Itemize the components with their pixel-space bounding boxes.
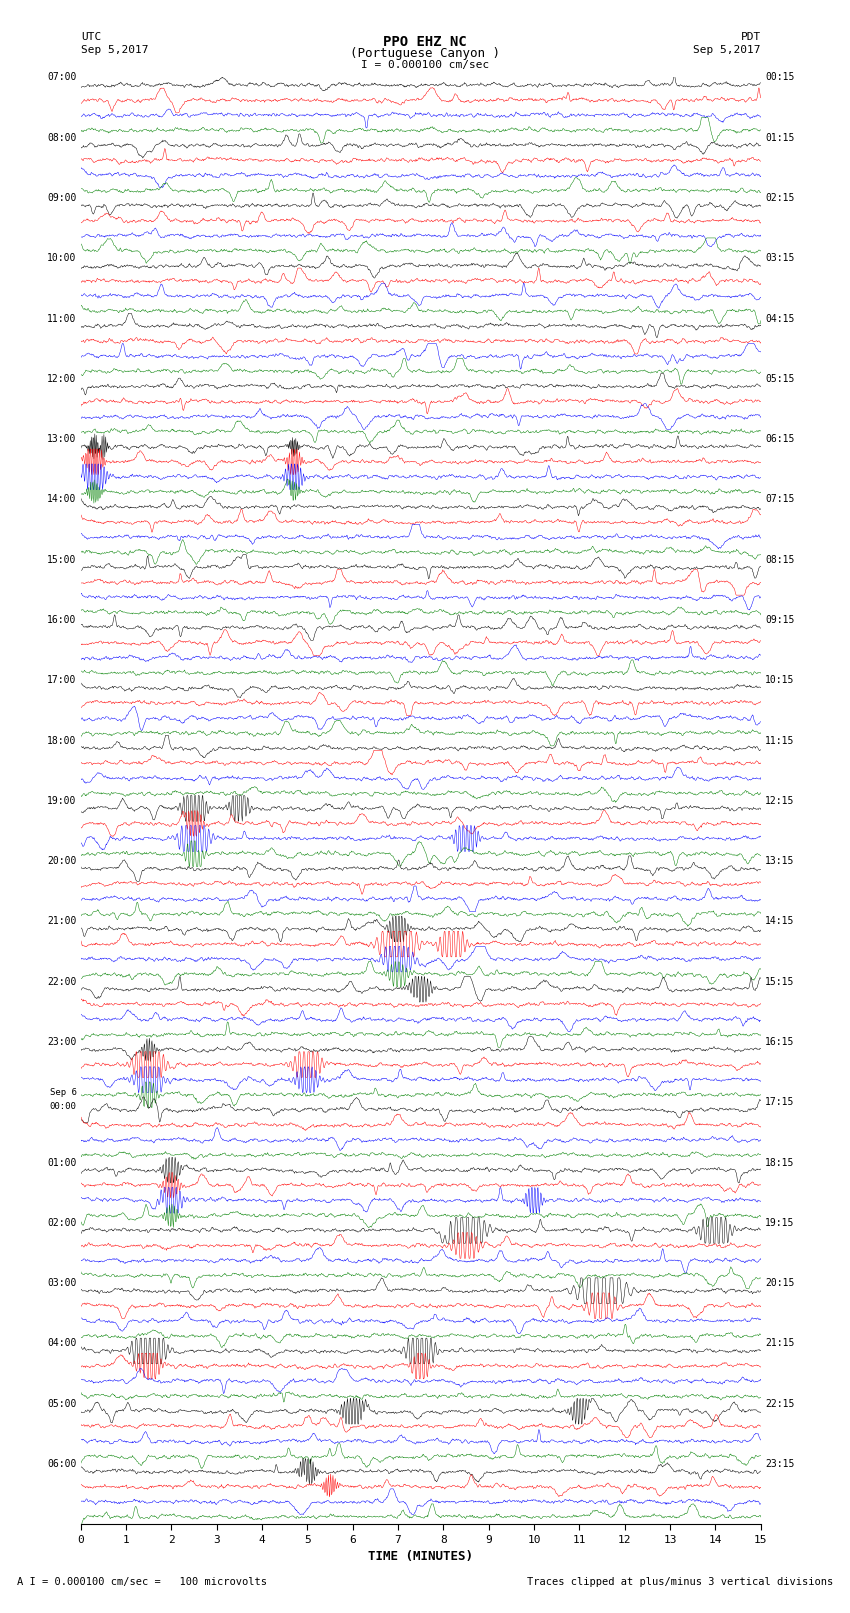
Text: 12:00: 12:00 <box>47 374 76 384</box>
Text: 22:00: 22:00 <box>47 977 76 987</box>
Text: 11:15: 11:15 <box>765 736 795 745</box>
Text: Sep 6: Sep 6 <box>49 1089 76 1097</box>
Text: 06:00: 06:00 <box>47 1460 76 1469</box>
Text: 04:15: 04:15 <box>765 313 795 324</box>
Text: Traces clipped at plus/minus 3 vertical divisions: Traces clipped at plus/minus 3 vertical … <box>527 1578 833 1587</box>
Text: 02:00: 02:00 <box>47 1218 76 1227</box>
Text: 17:15: 17:15 <box>765 1097 795 1107</box>
Text: 01:00: 01:00 <box>47 1158 76 1168</box>
Text: 07:00: 07:00 <box>47 73 76 82</box>
Text: 18:15: 18:15 <box>765 1158 795 1168</box>
Text: 05:00: 05:00 <box>47 1398 76 1408</box>
Text: 19:15: 19:15 <box>765 1218 795 1227</box>
Text: 01:15: 01:15 <box>765 132 795 142</box>
Text: 10:00: 10:00 <box>47 253 76 263</box>
Text: 08:15: 08:15 <box>765 555 795 565</box>
Text: PPO EHZ NC: PPO EHZ NC <box>383 35 467 50</box>
Text: 14:15: 14:15 <box>765 916 795 926</box>
Text: (Portuguese Canyon ): (Portuguese Canyon ) <box>350 47 500 60</box>
Text: 12:15: 12:15 <box>765 795 795 806</box>
Text: 16:15: 16:15 <box>765 1037 795 1047</box>
Text: 20:15: 20:15 <box>765 1277 795 1289</box>
Text: UTC: UTC <box>81 32 101 42</box>
Text: Sep 5,2017: Sep 5,2017 <box>694 45 761 55</box>
Text: 20:00: 20:00 <box>47 857 76 866</box>
Text: A I = 0.000100 cm/sec =   100 microvolts: A I = 0.000100 cm/sec = 100 microvolts <box>17 1578 267 1587</box>
Text: 00:15: 00:15 <box>765 73 795 82</box>
Text: 15:15: 15:15 <box>765 977 795 987</box>
Text: 13:00: 13:00 <box>47 434 76 444</box>
Text: 17:00: 17:00 <box>47 676 76 686</box>
Text: 21:15: 21:15 <box>765 1339 795 1348</box>
Text: 09:15: 09:15 <box>765 615 795 624</box>
Text: 02:15: 02:15 <box>765 194 795 203</box>
Text: 22:15: 22:15 <box>765 1398 795 1408</box>
Text: 04:00: 04:00 <box>47 1339 76 1348</box>
Text: 11:00: 11:00 <box>47 313 76 324</box>
Text: 15:00: 15:00 <box>47 555 76 565</box>
Text: 18:00: 18:00 <box>47 736 76 745</box>
Text: 21:00: 21:00 <box>47 916 76 926</box>
Text: 23:00: 23:00 <box>47 1037 76 1047</box>
Text: 07:15: 07:15 <box>765 495 795 505</box>
X-axis label: TIME (MINUTES): TIME (MINUTES) <box>368 1550 473 1563</box>
Text: PDT: PDT <box>740 32 761 42</box>
Text: 23:15: 23:15 <box>765 1460 795 1469</box>
Text: 00:00: 00:00 <box>49 1102 76 1111</box>
Text: 06:15: 06:15 <box>765 434 795 444</box>
Text: 03:15: 03:15 <box>765 253 795 263</box>
Text: 10:15: 10:15 <box>765 676 795 686</box>
Text: 14:00: 14:00 <box>47 495 76 505</box>
Text: 09:00: 09:00 <box>47 194 76 203</box>
Text: 08:00: 08:00 <box>47 132 76 142</box>
Text: Sep 5,2017: Sep 5,2017 <box>81 45 148 55</box>
Text: 19:00: 19:00 <box>47 795 76 806</box>
Text: 03:00: 03:00 <box>47 1277 76 1289</box>
Text: 05:15: 05:15 <box>765 374 795 384</box>
Text: 13:15: 13:15 <box>765 857 795 866</box>
Text: 16:00: 16:00 <box>47 615 76 624</box>
Text: I = 0.000100 cm/sec: I = 0.000100 cm/sec <box>361 60 489 69</box>
